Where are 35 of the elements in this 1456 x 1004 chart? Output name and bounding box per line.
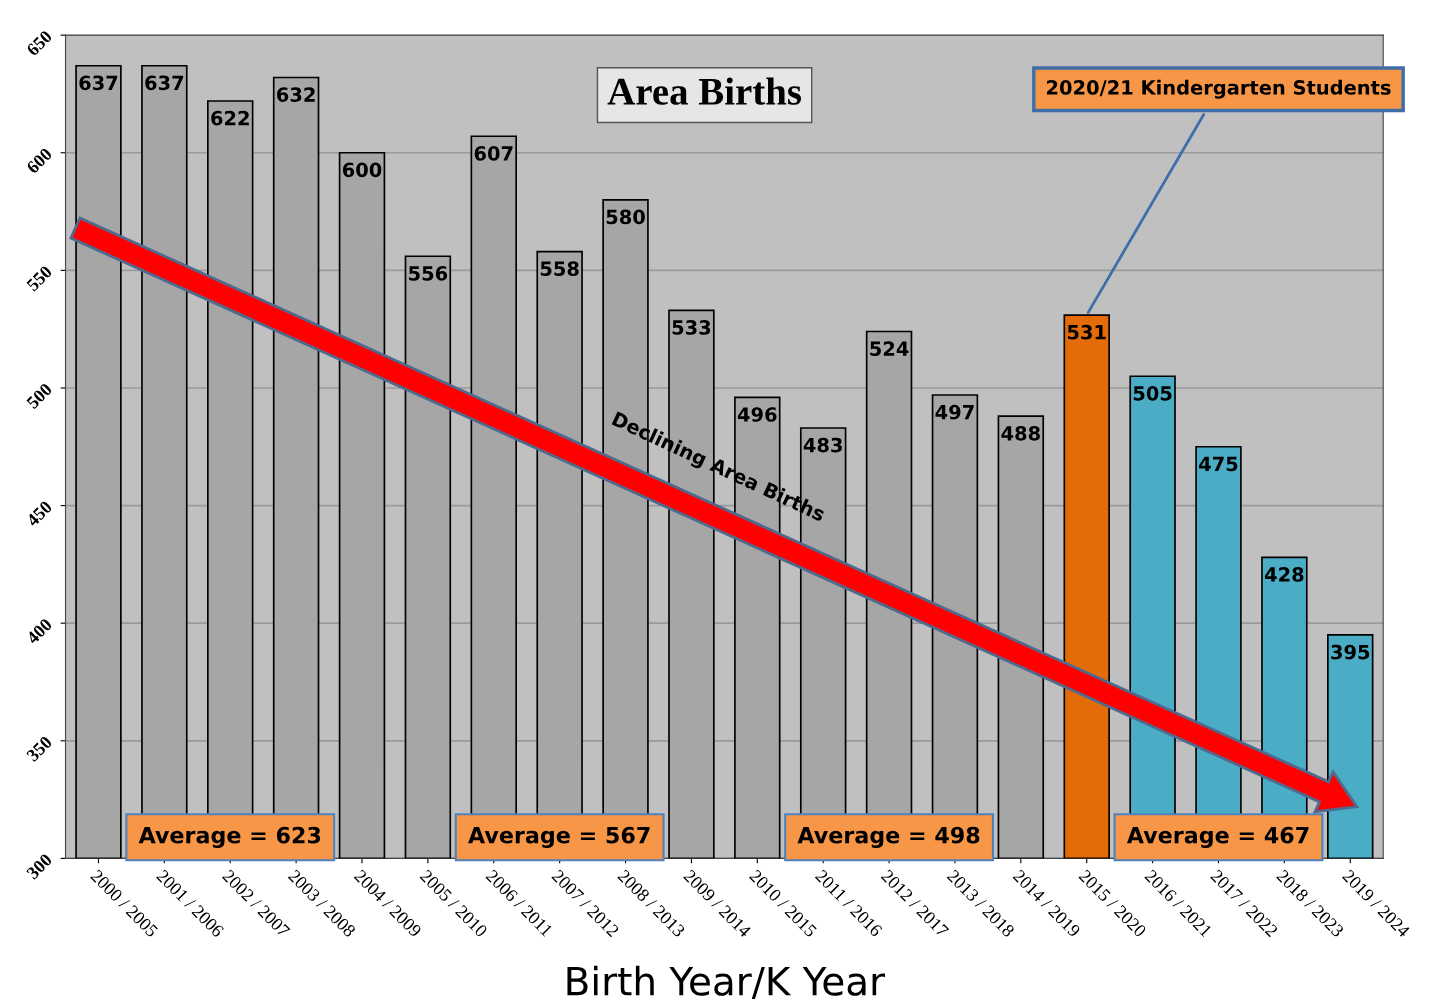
data-label: 524: [870, 341, 909, 356]
data-label: 488: [1001, 425, 1040, 441]
y-tick-label: 400: [25, 617, 53, 645]
annotation: Average = 467: [1126, 826, 1309, 848]
annotation: Average = 567: [468, 826, 650, 848]
data-label: 600: [342, 162, 382, 178]
y-tick-label: 650: [25, 29, 53, 57]
data-label: 558: [540, 261, 579, 277]
data-label: 637: [145, 75, 184, 91]
data-label: 428: [1264, 567, 1304, 582]
y-tick-label: 600: [25, 147, 53, 175]
data-label: 637: [79, 75, 118, 91]
data-label: 580: [606, 209, 645, 225]
annotation: Average = 498: [797, 826, 980, 848]
annotation: Average = 623: [138, 826, 321, 848]
data-label: 395: [1331, 644, 1370, 660]
data-label: 475: [1199, 456, 1238, 472]
data-label: 483: [803, 437, 842, 453]
y-tick-label: 350: [25, 735, 53, 763]
annotation: 2020/21 Kindergarten Students: [1047, 79, 1391, 99]
y-tick-label: 550: [25, 264, 53, 292]
x-axis-title: Birth Year/K Year: [567, 965, 886, 999]
data-label: 505: [1133, 385, 1172, 401]
data-label: 497: [935, 404, 974, 420]
text: Area Births: [607, 77, 802, 105]
data-label: 632: [277, 87, 315, 102]
data-label: 607: [474, 146, 513, 161]
y-tick-label: 450: [25, 500, 53, 528]
data-label: 533: [672, 320, 711, 335]
y-tick-label: 500: [25, 382, 53, 410]
data-label: 622: [211, 110, 249, 126]
y-tick-label: 300: [25, 853, 53, 880]
data-label: 556: [409, 266, 448, 281]
data-label: 496: [737, 407, 777, 422]
data-label: 531: [1067, 324, 1106, 340]
